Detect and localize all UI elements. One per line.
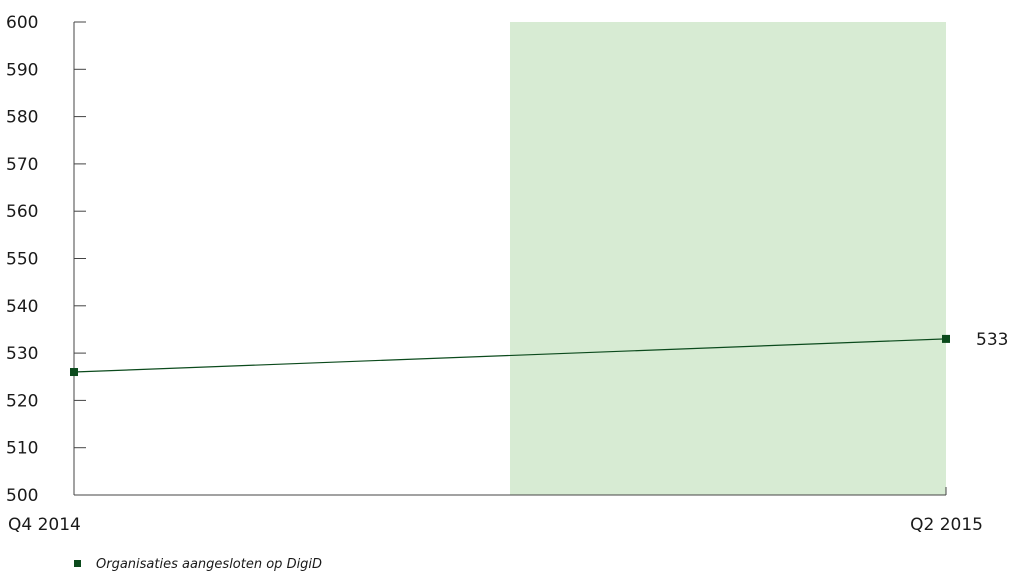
- data-point: [942, 334, 950, 343]
- legend-label: Organisaties aangesloten op DigiD: [96, 557, 322, 572]
- series-line: [73, 338, 947, 373]
- y-tick-label: 530: [6, 344, 38, 364]
- y-tick-label: 510: [6, 439, 38, 459]
- data-label: 533: [976, 330, 1008, 350]
- y-tick-label: 600: [6, 13, 38, 33]
- y-tick-label: 580: [6, 108, 38, 128]
- legend-swatch: [74, 560, 81, 567]
- y-tick-label: 540: [6, 297, 38, 317]
- y-tick-label: 590: [6, 60, 38, 80]
- highlight-band: [510, 22, 946, 495]
- series-layer: [70, 334, 950, 377]
- y-tick-label: 560: [6, 202, 38, 222]
- y-tick-label: 520: [6, 391, 38, 411]
- labels-layer: 533: [976, 330, 1008, 350]
- axes: 500 510 520 530 540 550 560 570 580 590 600 Q4 2014…: [6, 13, 983, 535]
- highlight-layer: [510, 22, 946, 495]
- x-tick-label: Q4 2014: [8, 515, 81, 535]
- y-tick-label: 570: [6, 155, 38, 175]
- y-tick-label: 550: [6, 250, 38, 270]
- x-tick-label: Q2 2015: [910, 515, 983, 535]
- data-point: [70, 368, 78, 377]
- legend: Organisaties aangesloten op DigiD: [74, 557, 322, 572]
- y-tick-label: 500: [6, 486, 38, 506]
